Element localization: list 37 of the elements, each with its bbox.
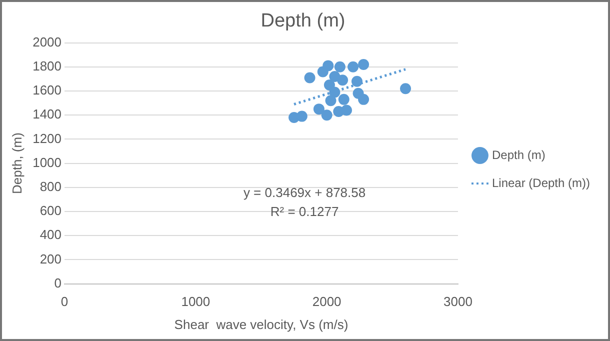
point bbox=[358, 58, 370, 70]
legend-label: Linear (Depth (m)) bbox=[492, 176, 590, 190]
y-tick-label: 400 bbox=[40, 227, 62, 242]
y-tick-label: 1800 bbox=[32, 58, 62, 74]
point bbox=[334, 61, 346, 72]
point bbox=[329, 86, 340, 98]
y-tick-label: 1000 bbox=[32, 154, 62, 170]
point bbox=[337, 74, 348, 86]
point bbox=[304, 72, 316, 84]
y-tick-label: 600 bbox=[40, 203, 62, 218]
y-axis-title: Depth, (m) bbox=[9, 132, 24, 194]
point bbox=[321, 110, 332, 121]
point bbox=[313, 104, 324, 115]
x-tick-label: 1000 bbox=[181, 294, 210, 310]
point bbox=[348, 61, 359, 72]
legend-label: Depth (m) bbox=[492, 148, 546, 162]
point bbox=[338, 94, 350, 105]
y-tick-label: 1400 bbox=[32, 106, 62, 122]
y-tick-label: 200 bbox=[40, 251, 62, 266]
y-tick-label: 1200 bbox=[32, 130, 62, 146]
x-tick-label: 2000 bbox=[312, 294, 342, 310]
point bbox=[296, 110, 308, 122]
y-tick-label: 2000 bbox=[32, 34, 62, 50]
annotation: y = 0.3469x + 878.58 bbox=[243, 185, 366, 200]
point bbox=[325, 95, 336, 106]
x-tick-label: 3000 bbox=[444, 294, 472, 310]
x-axis-title: Shear wave velocity, Vs (m/s) bbox=[174, 316, 348, 332]
annotation: R² = 0.1277 bbox=[270, 204, 339, 220]
point bbox=[400, 83, 412, 94]
chart-title: Depth (m) bbox=[260, 10, 346, 32]
y-tick-label: 0 bbox=[54, 275, 62, 290]
y-tick-label: 800 bbox=[40, 178, 62, 194]
point bbox=[340, 104, 352, 116]
point bbox=[358, 94, 370, 105]
point bbox=[322, 60, 334, 72]
point bbox=[351, 76, 362, 87]
y-tick-label: 1600 bbox=[32, 82, 62, 98]
